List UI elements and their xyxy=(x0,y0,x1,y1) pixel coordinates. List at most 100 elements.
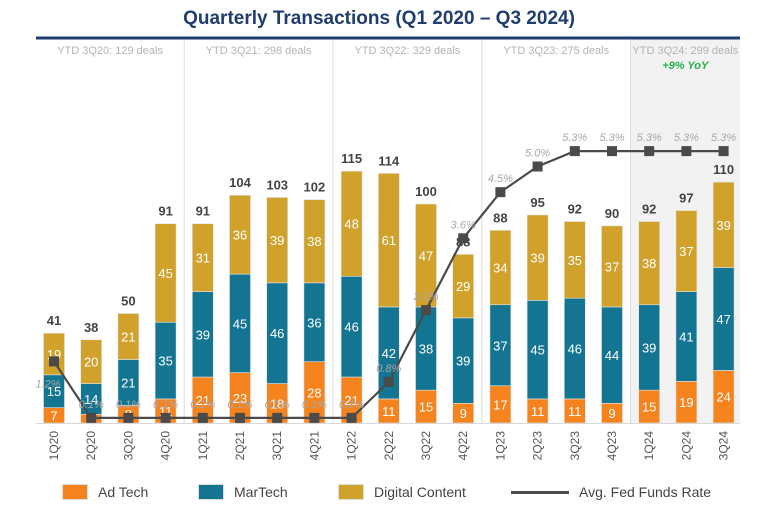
digital-content-swatch xyxy=(338,484,364,500)
total-label: 91 xyxy=(158,204,172,219)
fed-rate-marker xyxy=(346,412,357,423)
total-label: 114 xyxy=(378,153,400,168)
total-label: 41 xyxy=(47,313,61,328)
ad-tech-swatch xyxy=(62,484,88,500)
segment-value-label: 39 xyxy=(270,233,284,248)
fed-rate-label: 5.0% xyxy=(525,148,550,160)
total-label: 110 xyxy=(713,162,734,177)
bar-segment-digital-content xyxy=(340,170,363,277)
bar-segment-digital-content xyxy=(303,199,326,284)
fed-rate-line-swatch xyxy=(511,490,569,494)
fed-rate-label: 2.2% xyxy=(412,291,438,303)
bar-segment-digital-content xyxy=(601,225,623,308)
fed-rate-marker xyxy=(681,146,692,157)
segment-value-label: 36 xyxy=(233,228,247,243)
segment-value-label: 35 xyxy=(568,253,582,268)
segment-value-label: 34 xyxy=(493,261,507,276)
fed-rate-label: 0.1% xyxy=(227,399,252,411)
segment-value-label: 46 xyxy=(568,342,582,357)
fed-rate-marker xyxy=(532,161,543,172)
x-tick-label: 1Q21 xyxy=(196,431,210,461)
fed-rate-marker xyxy=(421,305,431,316)
fed-rate-label: 0.8% xyxy=(376,363,401,375)
total-label: 100 xyxy=(415,184,437,199)
segment-value-label: 9 xyxy=(460,406,467,421)
segment-value-label: 45 xyxy=(233,316,247,331)
bar-segment-digital-content xyxy=(526,214,549,301)
segment-value-label: 46 xyxy=(344,320,358,335)
segment-value-label: 39 xyxy=(530,251,544,266)
fed-rate-marker xyxy=(607,146,617,157)
fed-rate-marker xyxy=(383,376,394,387)
legend-item-martech: MarTech xyxy=(198,482,288,502)
segment-value-label: 39 xyxy=(642,340,656,355)
fed-rate-marker xyxy=(644,146,655,157)
ytd-group-label: YTD 3Q22: 329 deals xyxy=(355,45,461,57)
bar-segment-digital-content xyxy=(229,194,251,275)
bar-segment-digital-content xyxy=(712,181,735,268)
bar-segment-digital-content xyxy=(638,221,661,306)
segment-value-label: 45 xyxy=(158,266,172,281)
fed-rate-label: 0.1% xyxy=(79,399,104,411)
segment-value-label: 28 xyxy=(307,385,321,400)
x-tick-label: 4Q22 xyxy=(456,431,470,461)
x-tick-label: 3Q22 xyxy=(419,431,433,461)
x-tick-label: 2Q20 xyxy=(84,431,98,461)
legend-label: Digital Content xyxy=(374,484,466,500)
segment-value-label: 37 xyxy=(605,259,619,274)
segment-value-label: 37 xyxy=(493,338,507,353)
martech-swatch xyxy=(198,484,224,500)
x-tick-label: 4Q23 xyxy=(605,431,619,461)
ytd-group-label: YTD 3Q24: 299 deals xyxy=(632,45,738,57)
bar-segment-digital-content xyxy=(675,210,698,292)
segment-value-label: 39 xyxy=(456,354,470,369)
legend-item-fed-funds-rate: Avg. Fed Funds Rate xyxy=(511,482,711,502)
segment-value-label: 24 xyxy=(716,390,730,405)
fed-rate-marker xyxy=(569,146,580,157)
bar-segment-digital-content xyxy=(117,313,140,360)
fed-rate-label: 0.1% xyxy=(190,399,215,411)
segment-value-label: 29 xyxy=(456,279,470,294)
x-tick-label: 1Q22 xyxy=(345,431,359,461)
x-tick-label: 3Q20 xyxy=(121,431,135,461)
total-label: 103 xyxy=(266,177,288,192)
segment-value-label: 31 xyxy=(196,251,210,266)
segment-value-label: 36 xyxy=(307,315,321,330)
bar-segment-digital-content xyxy=(154,223,177,323)
fed-rate-marker xyxy=(272,412,283,423)
total-label: 91 xyxy=(196,204,210,219)
legend-item-digital-content: Digital Content xyxy=(338,482,466,502)
total-label: 92 xyxy=(642,202,656,217)
segment-value-label: 48 xyxy=(344,217,358,232)
x-tick-label: 3Q24 xyxy=(717,431,731,461)
chart-title: Quarterly Transactions (Q1 2020 – Q3 202… xyxy=(183,8,575,29)
fed-rate-label: 0.1% xyxy=(302,399,327,411)
segment-value-label: 21 xyxy=(344,393,358,408)
segment-value-label: 7 xyxy=(50,408,57,423)
segment-value-label: 47 xyxy=(419,248,433,263)
segment-value-label: 11 xyxy=(568,404,582,419)
fed-rate-label: 4.5% xyxy=(488,173,513,185)
segment-value-label: 38 xyxy=(642,256,656,271)
segment-value-label: 9 xyxy=(608,406,615,421)
segment-value-label: 21 xyxy=(196,393,210,408)
segment-value-label: 44 xyxy=(605,348,619,363)
total-label: 97 xyxy=(679,191,693,206)
fed-rate-marker xyxy=(495,187,506,198)
total-label: 88 xyxy=(493,210,507,225)
legend-item-ad-tech: Ad Tech xyxy=(62,482,148,502)
segment-value-label: 46 xyxy=(270,326,284,341)
ytd-group-label: YTD 3Q23: 275 deals xyxy=(503,45,609,57)
segment-value-label: 45 xyxy=(530,343,544,358)
total-label: 90 xyxy=(605,206,619,221)
fed-rate-label: 5.3% xyxy=(562,132,587,144)
fed-rate-marker xyxy=(235,412,245,423)
segment-value-label: 20 xyxy=(84,355,98,370)
fed-rate-label: 5.3% xyxy=(674,132,699,144)
ytd-group-label: YTD 3Q21: 298 deals xyxy=(206,45,312,57)
x-tick-label: 1Q20 xyxy=(47,431,61,461)
fed-rate-marker xyxy=(49,356,59,367)
total-label: 92 xyxy=(568,202,582,217)
fed-rate-label: 0.1% xyxy=(153,399,178,411)
